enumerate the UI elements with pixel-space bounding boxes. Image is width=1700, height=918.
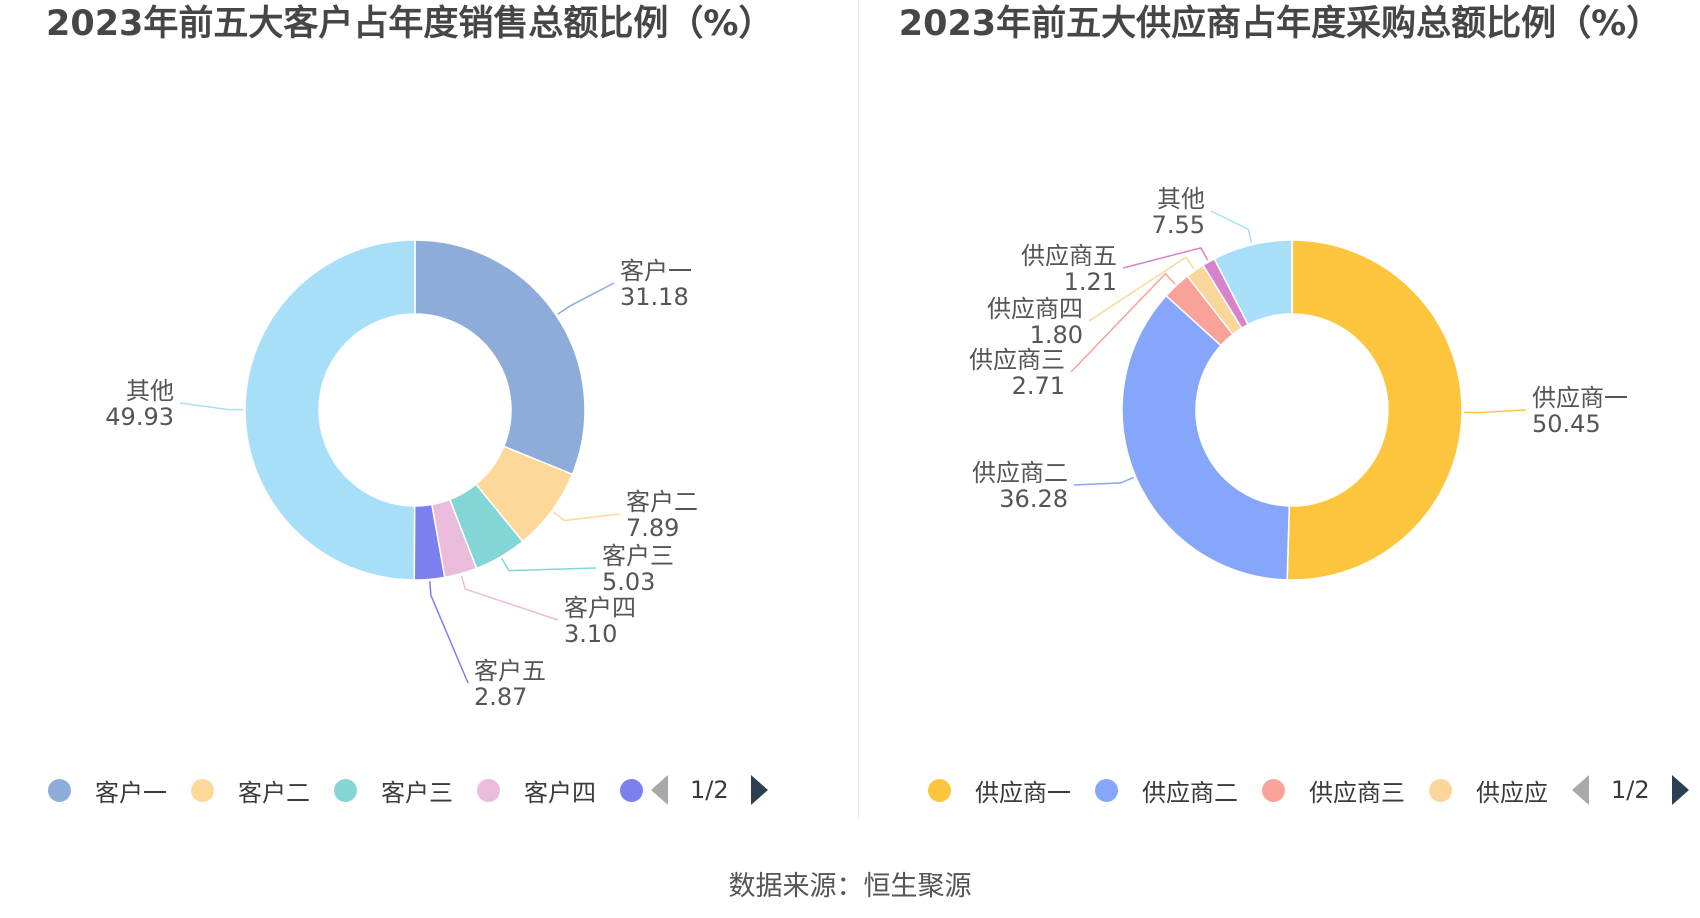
supplier-slice-value-5: 1.21: [1064, 268, 1117, 296]
supplier-legend-item-4[interactable]: 供应应: [1429, 773, 1548, 808]
customer-slice-value-5: 2.87: [474, 683, 527, 711]
pager-next-icon[interactable]: [750, 775, 768, 805]
supplier-legend-item-1[interactable]: 供应商一: [928, 773, 1071, 808]
supplier-leader-line-2: [1073, 476, 1135, 486]
customer-legend: 客户一 客户二 客户三 客户四 1/2: [48, 770, 768, 810]
supplier-slice-label-2: 供应商二: [972, 459, 1068, 487]
customer-leader-line-4: [460, 575, 559, 621]
customer-leader-line-5: [428, 581, 469, 684]
customer-legend-label-3: 客户三: [381, 778, 453, 807]
supplier-slice-value-4: 1.80: [1030, 321, 1083, 349]
panel-divider: [858, 0, 859, 820]
customer-slice-6: [244, 239, 416, 581]
customer-slice-label-5: 客户五: [474, 657, 546, 685]
supplier-legend-label-2: 供应商二: [1142, 778, 1238, 807]
supplier-legend-item-2[interactable]: 供应商二: [1095, 773, 1238, 808]
supplier-legend-item-3[interactable]: 供应商三: [1262, 773, 1405, 808]
legend-dot-icon: [191, 778, 214, 802]
supplier-chart-title: 2023年前五大供应商占年度采购总额比例（%）: [898, 4, 1662, 44]
legend-dot-icon: [1095, 778, 1118, 802]
pager-next-icon[interactable]: [1671, 775, 1689, 805]
customer-chart-title: 2023年前五大客户占年度销售总额比例（%）: [46, 4, 774, 44]
legend-dot-icon: [1429, 778, 1452, 802]
supplier-legend-label-1: 供应商一: [975, 778, 1071, 807]
customer-slice-label-3: 客户三: [602, 542, 674, 570]
customer-legend-item-4[interactable]: 客户四: [477, 773, 596, 808]
data-source-note: 数据来源：恒生聚源: [728, 871, 972, 902]
customer-legend-item-5[interactable]: [620, 778, 651, 802]
customer-slice-1: [414, 239, 586, 476]
customer-slice-label-4: 客户四: [564, 594, 636, 622]
supplier-leader-line-6: [1210, 210, 1253, 243]
pager-prev-icon[interactable]: [1572, 775, 1589, 805]
customer-legend-label-2: 客户二: [238, 778, 310, 807]
customer-legend-item-1[interactable]: 客户一: [48, 773, 167, 808]
supplier-legend-label-4: 供应应: [1476, 778, 1548, 807]
supplier-legend-page-text: 1/2: [1611, 776, 1650, 804]
supplier-slice-value-6: 7.55: [1152, 211, 1205, 239]
customer-slice-value-2: 7.89: [626, 514, 679, 542]
legend-dot-icon: [334, 778, 357, 802]
supplier-leader-line-1: [1463, 409, 1527, 414]
supplier-leader-line-5: [1122, 247, 1209, 269]
customer-legend-pager: 1/2: [651, 775, 768, 805]
customer-slice-value-4: 3.10: [564, 620, 617, 648]
supplier-slice-6: [1213, 239, 1293, 326]
customer-legend-item-3[interactable]: 客户三: [334, 773, 453, 808]
supplier-slice-label-5: 供应商五: [1021, 242, 1117, 270]
supplier-slice-label-3: 供应商三: [969, 346, 1065, 374]
customer-slice-label-6: 其他: [126, 377, 174, 405]
supplier-slice-value-2: 36.28: [999, 485, 1068, 513]
customer-slice-label-2: 客户二: [626, 488, 698, 516]
supplier-leader-line-3: [1070, 272, 1176, 373]
supplier-slice-2: [1121, 294, 1291, 581]
supplier-legend-pager: 1/2: [1572, 775, 1689, 805]
customer-slice-value-1: 31.18: [620, 283, 689, 311]
legend-dot-icon: [477, 778, 500, 802]
legend-dot-icon: [48, 778, 71, 802]
supplier-slice-label-1: 供应商一: [1532, 384, 1628, 412]
supplier-slice-1: [1286, 239, 1463, 581]
supplier-slice-label-4: 供应商四: [987, 295, 1083, 323]
supplier-slice-value-1: 50.45: [1532, 410, 1601, 438]
supplier-chart-panel: 2023年前五大供应商占年度采购总额比例（%） 供应商一 50.45 供应商二 36.…: [860, 0, 1700, 820]
customer-legend-label-1: 客户一: [95, 778, 167, 807]
customer-slice-label-1: 客户一: [620, 257, 692, 285]
customer-leader-line-6: [179, 402, 244, 411]
supplier-leader-line-4: [1088, 256, 1195, 322]
customer-legend-page-text: 1/2: [690, 776, 729, 804]
legend-dot-icon: [620, 778, 643, 802]
customer-slice-value-6: 49.93: [105, 403, 174, 431]
pager-prev-icon[interactable]: [651, 775, 668, 805]
customer-legend-item-2[interactable]: 客户二: [191, 773, 310, 808]
legend-dot-icon: [928, 778, 951, 802]
supplier-legend-label-3: 供应商三: [1309, 778, 1405, 807]
customer-slice-value-3: 5.03: [602, 568, 655, 596]
supplier-slice-label-6: 其他: [1157, 185, 1205, 213]
customer-chart-panel: 2023年前五大客户占年度销售总额比例（%） 客户一 31.18 客户二 7.89 客户…: [0, 0, 858, 820]
customer-legend-label-4: 客户四: [524, 778, 596, 807]
customer-leader-line-1: [557, 282, 615, 315]
supplier-legend: 供应商一 供应商二 供应商三 供应应 1/2: [928, 770, 1689, 810]
customer-leader-line-3: [501, 558, 597, 572]
customer-leader-line-2: [552, 511, 621, 522]
supplier-slice-value-3: 2.71: [1012, 372, 1065, 400]
legend-dot-icon: [1262, 778, 1285, 802]
